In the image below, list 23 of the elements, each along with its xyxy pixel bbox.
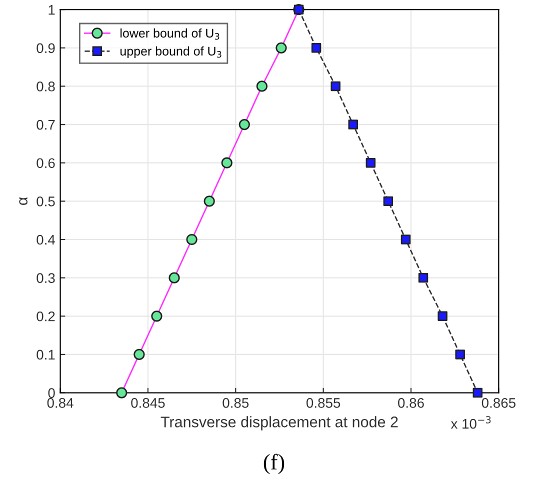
y-tick-label: 0.9 (36, 43, 55, 54)
y-tick-label: 0.3 (36, 273, 55, 283)
y-tick-label: 0.7 (36, 120, 55, 130)
y-tick-label: 0 (48, 388, 55, 398)
y-tick-label: 0.2 (36, 311, 55, 322)
y-tick-label: 0.6 (36, 158, 55, 168)
y-tick-label: 0.4 (36, 234, 56, 245)
y-tick-label: 1 (48, 5, 55, 15)
y-tick-label: 0.8 (36, 82, 55, 92)
text: x 10$^{−3}$ (450, 416, 491, 429)
x-tick-label: 0.85 (222, 398, 249, 408)
y-tick-label: 0.1 (36, 350, 55, 360)
x-axis-title: Transverse displacement at node 2 (160, 416, 398, 430)
y-tick-label: 0.5 (36, 196, 55, 206)
legend-label: upper bound of U$_{3}$ (120, 46, 222, 58)
x-tick-label: 0.855 (306, 398, 340, 408)
legend-label: lower bound of U$_{3}$ (120, 28, 220, 40)
x-tick-label: 0.84 (47, 398, 74, 408)
x-tick-label: 0.86 (398, 398, 424, 408)
text: (f) (264, 454, 284, 474)
x-tick-label: 0.865 (482, 398, 516, 408)
y-axis-title: α (19, 197, 28, 205)
x-tick-label: 0.845 (131, 398, 165, 408)
